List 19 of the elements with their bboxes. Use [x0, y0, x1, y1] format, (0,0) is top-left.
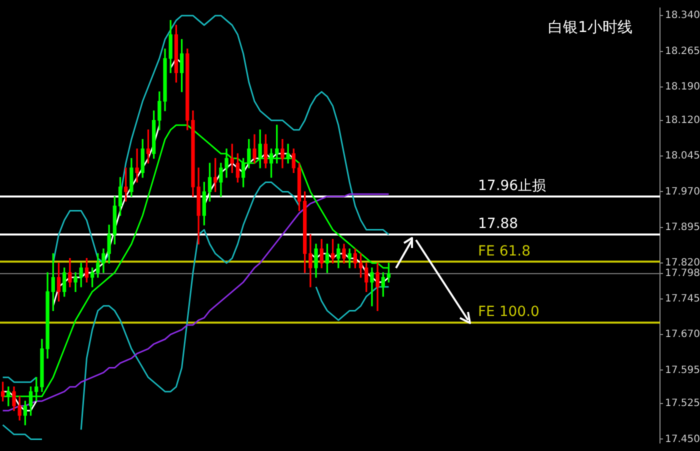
- y-tick-label: 17.525: [665, 398, 700, 410]
- text: 白银1小时线: [548, 18, 633, 37]
- ref-line-label: FE 100.0: [478, 304, 540, 320]
- ref-line-label: 17.88: [478, 216, 518, 232]
- y-tick-label: 18.120: [665, 114, 700, 126]
- ref-line-label: 17.96止损: [478, 178, 546, 194]
- y-tick-label: 17.670: [665, 329, 700, 340]
- y-tick-label: 18.045: [665, 150, 700, 162]
- y-tick-label: 17.970: [665, 186, 700, 198]
- y-tick-label: 17.820: [665, 258, 700, 269]
- y-tick-label: 17.798: [665, 268, 700, 280]
- y-tick-label: 17.595: [665, 364, 700, 376]
- y-tick-label: 18.340: [665, 10, 700, 22]
- y-tick-label: 17.450: [665, 434, 700, 445]
- y-tick-label: 18.190: [665, 82, 700, 93]
- y-tick-label: 17.745: [665, 293, 700, 304]
- ref-line-label: FE 61.8: [478, 243, 531, 260]
- y-tick-label: 17.895: [665, 222, 700, 233]
- y-tick-label: 18.265: [665, 46, 700, 57]
